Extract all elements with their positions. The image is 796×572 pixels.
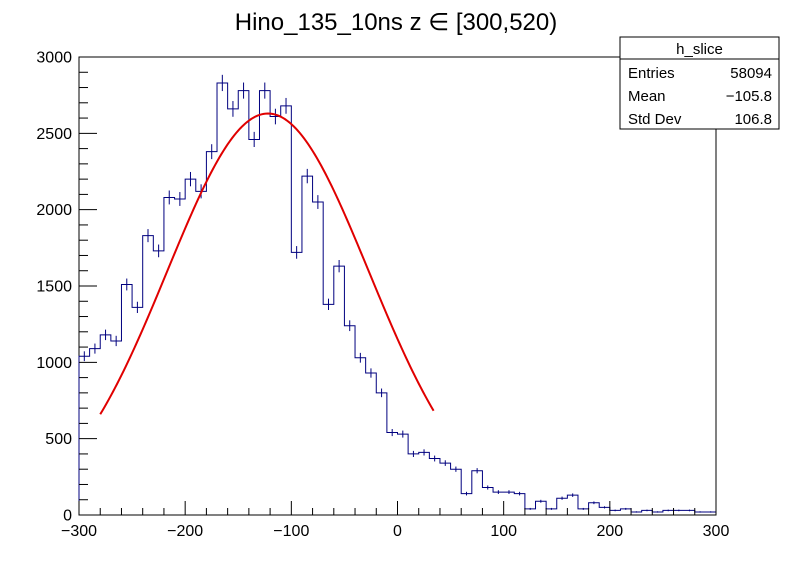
y-tick-label: 0: [63, 508, 72, 525]
stats-std-dev-label: Std Dev: [628, 111, 682, 128]
stats-std-dev-value: 106.8: [734, 111, 772, 128]
stats-mean-label: Mean: [628, 88, 666, 105]
y-tick-label: 1000: [36, 355, 72, 372]
x-tick-label: 200: [596, 523, 623, 540]
y-tick-label: 3000: [36, 50, 72, 67]
x-tick-label: 300: [703, 523, 730, 540]
y-tick-label: 1500: [36, 279, 72, 296]
y-tick-label: 2500: [36, 126, 72, 143]
histogram-bins: [78, 74, 717, 515]
x-tick-label: −100: [273, 523, 309, 540]
gaussian-fit: [99, 112, 435, 415]
fit-curve: [99, 112, 435, 415]
x-tick-label: −200: [167, 523, 203, 540]
stats-entries-value: 58094: [730, 65, 772, 82]
x-tick-label: 100: [490, 523, 517, 540]
stats-box-title: h_slice: [676, 41, 723, 58]
stats-entries-label: Entries: [628, 65, 675, 82]
stats-box: h_slice Entries 58094 Mean −105.8 Std De…: [619, 36, 780, 130]
stats-frame: [619, 36, 780, 130]
stats-mean-value: −105.8: [726, 88, 772, 105]
y-tick-label: 2000: [36, 202, 72, 219]
y-tick-label: 500: [45, 431, 72, 448]
x-tick-label: −300: [61, 523, 97, 540]
chart-title: Hino_135_10ns z ∈ [300,520): [235, 9, 557, 36]
histogram-outline: [78, 82, 717, 515]
axes: −300 −200 −100 0 100 200 300050010001500200025…: [36, 50, 729, 541]
x-tick-label: 0: [393, 523, 402, 540]
